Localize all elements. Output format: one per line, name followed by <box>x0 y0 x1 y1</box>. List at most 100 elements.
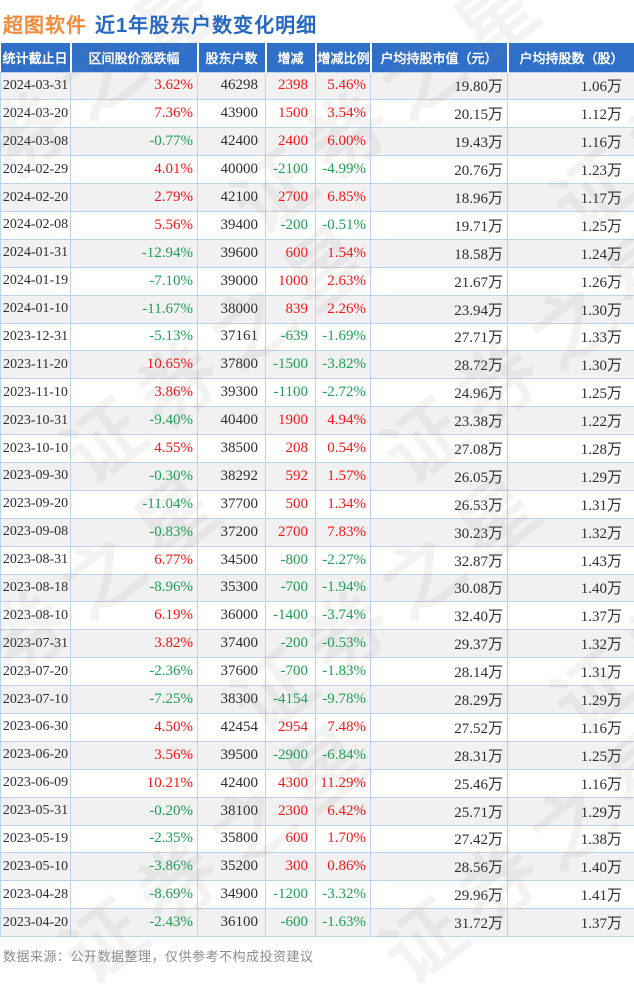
cell-holders: 42454 <box>197 712 266 742</box>
cell-avg-value: 29.96万 <box>370 880 508 910</box>
cell-avg-shares: 1.28万 <box>507 434 634 463</box>
cell-delta-pct: -3.82% <box>315 350 371 380</box>
cell-price-change: -5.13% <box>70 322 198 352</box>
cell-holders: 37200 <box>197 517 266 547</box>
cell-delta: -200 <box>265 629 316 659</box>
cell-avg-shares: 1.29万 <box>507 685 634 714</box>
cell-delta-pct: 0.54% <box>315 434 371 463</box>
cell-delta-pct: 6.85% <box>315 183 371 212</box>
cell-price-change: -8.96% <box>70 573 198 603</box>
table-row: 2024-02-20 2.79% 42100 2700 6.85% 18.96万 1.17万 <box>0 183 634 212</box>
cell-price-change: 7.36% <box>70 99 198 129</box>
cell-price-change: 4.55% <box>70 434 198 463</box>
cell-avg-shares: 1.43万 <box>507 545 634 575</box>
cell-delta-pct: 3.54% <box>315 99 371 129</box>
table-row: 2023-09-30 -0.30% 38292 592 1.57% 26.05万 1.29万 <box>0 461 634 491</box>
col-header-avg-value: 户均持股市值（元） <box>370 43 509 72</box>
cell-delta: -1100 <box>265 378 316 408</box>
cell-date: 2023-04-20 <box>0 908 71 938</box>
table-row: 2023-12-31 -5.13% 37161 -639 -1.69% 27.71万 1.3… <box>0 322 634 352</box>
col-header-delta: 增减 <box>265 43 317 72</box>
cell-date: 2023-06-09 <box>0 768 71 798</box>
cell-holders: 40000 <box>197 155 266 185</box>
cell-avg-shares: 1.38万 <box>507 824 634 854</box>
cell-holders: 39000 <box>197 266 266 296</box>
cell-delta-pct: 4.94% <box>315 406 371 436</box>
cell-date: 2023-06-20 <box>0 740 71 770</box>
table-row: 2024-01-31 -12.94% 39600 600 1.54% 18.58万 1.24… <box>0 238 634 268</box>
cell-delta: 2300 <box>265 796 316 826</box>
cell-price-change: -2.43% <box>70 908 198 938</box>
table-row: 2023-06-09 10.21% 42400 4300 11.29% 25.46万 1.1… <box>0 768 634 798</box>
shareholder-table: 统计截止日 区间股价涨跌幅 股东户数 增减 增减比例 户均持股市值（元） 户均持… <box>0 43 634 938</box>
cell-date: 2023-06-30 <box>0 712 71 742</box>
cell-date: 2023-07-31 <box>0 629 71 659</box>
data-source-note: 数据来源：公开数据整理，仅供参考不构成投资建议 <box>3 949 314 965</box>
cell-delta: 500 <box>265 489 316 519</box>
cell-avg-shares: 1.25万 <box>507 378 634 408</box>
cell-date: 2024-01-19 <box>0 266 71 296</box>
cell-delta-pct: -1.83% <box>315 657 371 687</box>
cell-delta: 2398 <box>265 71 316 101</box>
cell-delta: 2954 <box>265 712 316 742</box>
cell-price-change: -11.04% <box>70 489 198 519</box>
cell-delta-pct: 1.34% <box>315 489 371 519</box>
cell-avg-value: 28.72万 <box>370 350 508 380</box>
table-row: 2023-09-08 -0.83% 37200 2700 7.83% 30.23万 1.32… <box>0 517 634 547</box>
cell-delta: -600 <box>265 908 316 938</box>
cell-price-change: -7.25% <box>70 685 198 714</box>
cell-price-change: -12.94% <box>70 238 198 268</box>
cell-avg-value: 18.58万 <box>370 238 508 268</box>
cell-avg-value: 21.67万 <box>370 266 508 296</box>
cell-holders: 38292 <box>197 461 266 491</box>
cell-price-change: 2.79% <box>70 183 198 212</box>
cell-avg-shares: 1.22万 <box>507 406 634 436</box>
cell-holders: 46298 <box>197 71 266 101</box>
cell-holders: 37161 <box>197 322 266 352</box>
cell-price-change: -2.36% <box>70 657 198 687</box>
cell-price-change: 5.56% <box>70 210 198 240</box>
cell-delta-pct: 6.42% <box>315 796 371 826</box>
cell-date: 2024-03-31 <box>0 71 71 101</box>
cell-avg-shares: 1.16万 <box>507 712 634 742</box>
cell-holders: 36000 <box>197 601 266 631</box>
cell-date: 2023-09-20 <box>0 489 71 519</box>
cell-avg-shares: 1.23万 <box>507 155 634 185</box>
cell-holders: 37600 <box>197 657 266 687</box>
cell-date: 2023-09-30 <box>0 461 71 491</box>
cell-avg-shares: 1.33万 <box>507 322 634 352</box>
table-row: 2023-10-10 4.55% 38500 208 0.54% 27.08万 1.28万 <box>0 434 634 463</box>
cell-date: 2023-05-10 <box>0 852 71 882</box>
cell-delta: -2100 <box>265 155 316 185</box>
cell-avg-value: 31.72万 <box>370 908 508 938</box>
cell-price-change: 3.56% <box>70 740 198 770</box>
table-row: 2024-02-29 4.01% 40000 -2100 -4.99% 20.76万 1.2… <box>0 155 634 185</box>
cell-avg-shares: 1.30万 <box>507 294 634 324</box>
cell-delta: 2700 <box>265 517 316 547</box>
cell-delta: -2900 <box>265 740 316 770</box>
cell-delta: -700 <box>265 573 316 603</box>
cell-delta-pct: -4.99% <box>315 155 371 185</box>
table-row: 2023-05-19 -2.35% 35800 600 1.70% 27.42万 1.38万 <box>0 824 634 854</box>
cell-delta: -1200 <box>265 880 316 910</box>
cell-price-change: -7.10% <box>70 266 198 296</box>
table-row: 2023-07-31 3.82% 37400 -200 -0.53% 29.37万 1.32… <box>0 629 634 659</box>
table-row: 2024-03-31 3.62% 46298 2398 5.46% 19.80万 1.06万 <box>0 71 634 101</box>
cell-delta: -700 <box>265 657 316 687</box>
cell-avg-shares: 1.40万 <box>507 573 634 603</box>
cell-date: 2023-11-20 <box>0 350 71 380</box>
cell-delta: 1500 <box>265 99 316 129</box>
cell-holders: 43900 <box>197 99 266 129</box>
cell-holders: 39300 <box>197 378 266 408</box>
cell-delta: 600 <box>265 238 316 268</box>
cell-price-change: -2.35% <box>70 824 198 854</box>
table-row: 2023-10-31 -9.40% 40400 1900 4.94% 23.38万 1.22… <box>0 406 634 436</box>
cell-date: 2024-02-08 <box>0 210 71 240</box>
cell-avg-value: 28.14万 <box>370 657 508 687</box>
cell-date: 2023-10-10 <box>0 434 71 463</box>
cell-holders: 34900 <box>197 880 266 910</box>
cell-avg-shares: 1.29万 <box>507 461 634 491</box>
cell-delta-pct: 2.63% <box>315 266 371 296</box>
cell-avg-shares: 1.40万 <box>507 852 634 882</box>
table-row: 2023-11-20 10.65% 37800 -1500 -3.82% 28.72万 1.… <box>0 350 634 380</box>
